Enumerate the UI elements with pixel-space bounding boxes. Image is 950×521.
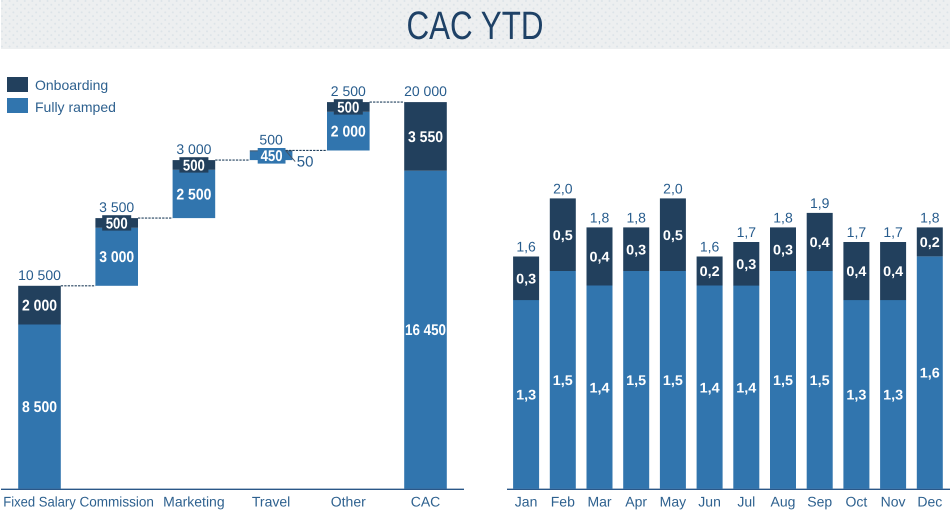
svg-text:May: May [660, 493, 686, 509]
svg-text:3 000: 3 000 [99, 249, 134, 266]
svg-text:500: 500 [259, 131, 283, 147]
svg-text:CAC: CAC [411, 493, 441, 509]
svg-text:CAC YTD: CAC YTD [407, 4, 544, 48]
svg-text:0,2: 0,2 [700, 263, 720, 279]
svg-text:Fixed Salary: Fixed Salary [3, 493, 76, 509]
svg-text:1,9: 1,9 [810, 195, 830, 211]
svg-text:2 000: 2 000 [22, 298, 57, 315]
svg-text:1,3: 1,3 [883, 387, 903, 403]
svg-text:8 500: 8 500 [22, 399, 57, 416]
svg-text:1,8: 1,8 [920, 209, 940, 225]
svg-text:Jul: Jul [737, 493, 755, 509]
svg-text:20 000: 20 000 [404, 83, 447, 99]
svg-text:1,3: 1,3 [516, 387, 536, 403]
svg-text:500: 500 [106, 215, 128, 232]
svg-text:0,3: 0,3 [516, 270, 536, 286]
svg-text:1,6: 1,6 [920, 365, 940, 381]
svg-text:3 500: 3 500 [99, 199, 134, 215]
svg-text:0,5: 0,5 [553, 227, 573, 243]
svg-text:500: 500 [337, 99, 359, 116]
svg-text:2,0: 2,0 [663, 180, 683, 196]
svg-text:0,3: 0,3 [626, 241, 646, 257]
svg-text:1,7: 1,7 [847, 224, 867, 240]
svg-text:1,8: 1,8 [773, 209, 793, 225]
svg-text:Mar: Mar [587, 493, 611, 509]
svg-text:3 000: 3 000 [176, 141, 211, 157]
svg-text:0,4: 0,4 [810, 234, 830, 250]
svg-text:1,4: 1,4 [736, 379, 756, 395]
svg-text:1,7: 1,7 [883, 224, 903, 240]
svg-text:Jan: Jan [515, 493, 538, 509]
svg-text:1,5: 1,5 [553, 372, 573, 388]
svg-text:450: 450 [261, 148, 283, 165]
svg-text:Aug: Aug [771, 493, 796, 509]
svg-text:0,4: 0,4 [883, 263, 903, 279]
svg-text:1,6: 1,6 [516, 239, 536, 255]
svg-text:Commission: Commission [79, 493, 154, 509]
svg-text:1,8: 1,8 [590, 209, 610, 225]
svg-text:Travel: Travel [252, 493, 290, 509]
svg-text:1,7: 1,7 [737, 224, 757, 240]
svg-text:Sep: Sep [807, 493, 832, 509]
svg-text:0,5: 0,5 [663, 227, 683, 243]
svg-text:2 000: 2 000 [331, 124, 366, 141]
svg-text:1,3: 1,3 [846, 387, 866, 403]
svg-text:2,0: 2,0 [553, 180, 573, 196]
svg-text:0,3: 0,3 [773, 241, 793, 257]
svg-text:Nov: Nov [881, 493, 906, 509]
svg-text:Other: Other [331, 493, 366, 509]
svg-text:1,5: 1,5 [773, 372, 793, 388]
svg-text:500: 500 [183, 157, 205, 174]
svg-text:1,4: 1,4 [590, 379, 610, 395]
svg-text:0,3: 0,3 [736, 256, 756, 272]
svg-text:Apr: Apr [625, 493, 647, 509]
svg-text:1,5: 1,5 [810, 372, 830, 388]
svg-text:1,5: 1,5 [626, 372, 646, 388]
svg-text:Feb: Feb [551, 493, 575, 509]
svg-text:Marketing: Marketing [163, 493, 224, 509]
svg-text:0,4: 0,4 [590, 249, 610, 265]
svg-text:16 450: 16 450 [405, 322, 446, 339]
svg-text:10 500: 10 500 [18, 267, 61, 283]
svg-text:3 550: 3 550 [408, 129, 443, 146]
svg-text:50: 50 [297, 153, 314, 170]
svg-text:0,4: 0,4 [846, 263, 866, 279]
svg-text:1,5: 1,5 [663, 372, 683, 388]
svg-text:2 500: 2 500 [331, 83, 366, 99]
svg-text:1,8: 1,8 [626, 209, 646, 225]
svg-text:Jun: Jun [698, 493, 721, 509]
svg-text:2 500: 2 500 [176, 186, 211, 203]
svg-text:1,4: 1,4 [700, 379, 720, 395]
svg-text:Dec: Dec [917, 493, 942, 509]
svg-text:1,6: 1,6 [700, 239, 720, 255]
svg-text:Oct: Oct [846, 493, 868, 509]
svg-text:0,2: 0,2 [920, 234, 940, 250]
